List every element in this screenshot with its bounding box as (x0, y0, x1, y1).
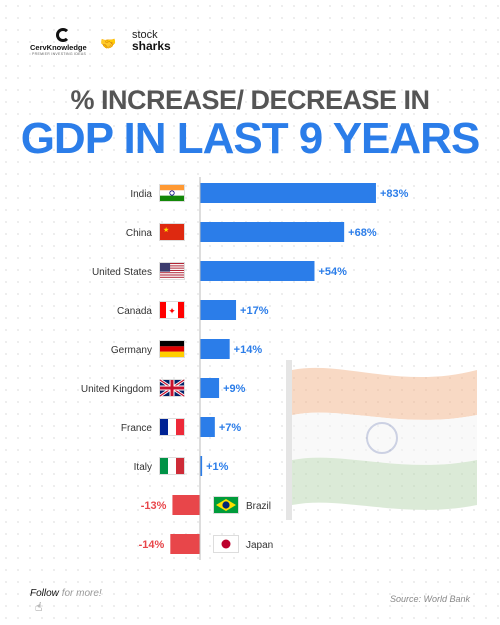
svg-text:✦: ✦ (168, 306, 176, 316)
value-label-china: +68% (348, 227, 377, 239)
brazil-flag-icon (213, 496, 239, 514)
value-label-india: +83% (380, 188, 409, 200)
background-india-flag (286, 360, 477, 520)
bar-row-italy: Italy +1% (134, 456, 229, 476)
value-label-italy: +1% (206, 461, 229, 473)
italy-flag-icon (159, 457, 185, 475)
cervknowledge-logo-icon (56, 28, 70, 42)
bar-china (200, 222, 345, 242)
value-label-brazil: -13% (141, 500, 167, 512)
category-label-united-kingdom: United Kingdom (81, 384, 152, 395)
bar-row-germany: Germany +14% (111, 339, 262, 359)
category-label-united-states: United States (92, 267, 152, 278)
category-label-italy: Italy (134, 462, 152, 473)
bar-row-united-states: United States +54% (92, 261, 347, 281)
bar-row-brazil: Brazil -13% (141, 495, 271, 515)
category-label-india: India (130, 189, 152, 200)
france-flag-icon (159, 418, 185, 436)
bar-row-india: India +83% (130, 183, 409, 203)
title-line2: GDP IN LAST 9 YEARS (20, 114, 481, 163)
bar-united-kingdom (200, 378, 220, 398)
japan-flag-icon (213, 535, 239, 553)
bar-canada (200, 300, 237, 320)
value-label-united-states: +54% (318, 266, 347, 278)
pointer-hand-icon: ☝ (35, 600, 43, 614)
svg-text:★: ★ (163, 226, 169, 234)
bar-row-united-kingdom: United Kingdom +9% (81, 378, 246, 398)
category-label-canada: Canada (117, 306, 152, 317)
category-label-brazil: Brazil (246, 501, 271, 512)
bar-row-canada: Canada +17% ✦ (117, 300, 269, 320)
cervknowledge-tagline: PREMIER INVESTING IDEAS (32, 52, 87, 56)
follow-label: Follow (30, 588, 59, 599)
value-label-germany: +14% (234, 344, 263, 356)
value-label-japan: -14% (139, 539, 165, 551)
bar-united-states (200, 261, 315, 281)
category-label-china: China (126, 228, 153, 239)
title-line1: % INCREASE/ DECREASE IN (70, 85, 430, 115)
china-flag-icon: ★ (159, 223, 185, 241)
category-label-japan: Japan (246, 540, 273, 551)
category-label-france: France (121, 423, 153, 434)
handshake-icon: 🤝 (100, 36, 117, 51)
value-label-france: +7% (219, 422, 242, 434)
germany-flag-icon (159, 340, 185, 358)
follow-more-label: for more! (61, 588, 102, 599)
bar-india (200, 183, 376, 203)
stocksharks-line2: sharks (132, 39, 171, 53)
bar-italy (200, 456, 203, 476)
category-label-germany: Germany (111, 345, 152, 356)
canada-flag-icon: ✦ (159, 301, 185, 319)
bar-row-china: China +68% ★ (126, 222, 377, 242)
bar-japan (170, 534, 200, 554)
usa-flag-icon (159, 262, 185, 280)
stocksharks-logo: stock sharks (132, 29, 171, 53)
stocksharks-line1: stock (132, 29, 158, 41)
bar-row-france: France +7% (121, 417, 242, 437)
source-note: Source: World Bank (389, 594, 470, 604)
bar-germany (200, 339, 230, 359)
value-label-canada: +17% (240, 305, 269, 317)
bar-brazil (172, 495, 200, 515)
follow-cta[interactable]: Follow for more! (30, 588, 102, 599)
india-flag-icon (159, 184, 185, 202)
value-label-united-kingdom: +9% (223, 383, 246, 395)
bar-row-japan: Japan -14% (139, 534, 273, 554)
uk-flag-icon (159, 378, 185, 398)
cervknowledge-name: CervKnowledge (30, 43, 87, 52)
bar-france (200, 417, 215, 437)
